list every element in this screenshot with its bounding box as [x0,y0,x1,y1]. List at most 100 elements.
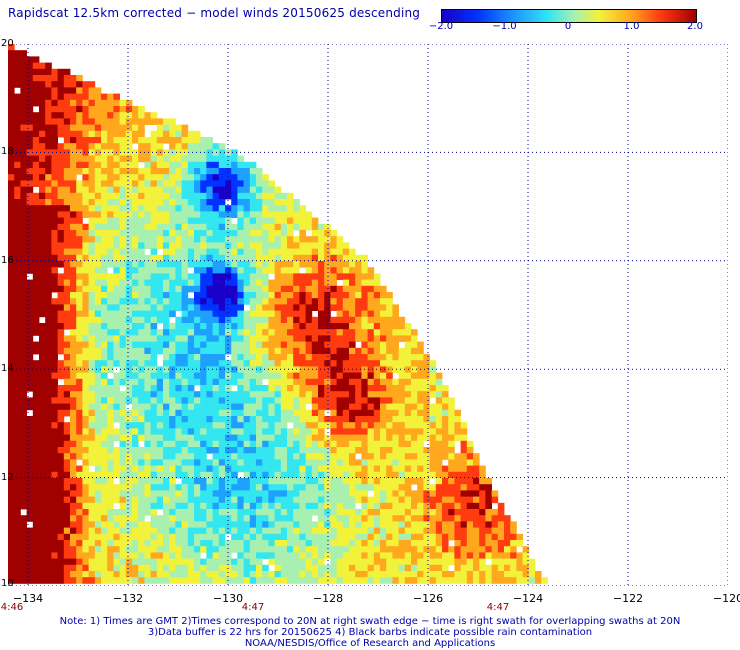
wind-cell [206,397,213,404]
wind-cell [237,174,244,181]
wind-cell [26,378,34,386]
wind-cell [107,161,114,169]
wind-cell [132,192,139,200]
wind-cell [132,354,139,361]
wind-cell [187,298,195,305]
wind-cell [39,217,46,225]
wind-cell [32,527,40,535]
wind-cell [355,323,362,330]
wind-cell [70,403,77,411]
wind-cell [125,242,133,249]
wind-cell [150,558,158,566]
wind-cell [361,521,368,528]
wind-cell [404,546,412,553]
wind-cell [280,459,288,466]
wind-cell [169,335,176,342]
wind-cell [32,75,40,82]
wind-cell [330,478,337,485]
wind-cell [256,236,263,243]
wind-cell [194,459,201,466]
wind-cell [212,143,220,150]
wind-cell [380,416,387,423]
wind-cell [349,533,356,541]
wind-cell [88,87,96,94]
wind-cell [423,378,430,386]
wind-cell [39,552,46,559]
wind-cell [163,465,170,473]
wind-cell [293,484,300,491]
wind-cell [237,478,244,485]
wind-cell [299,211,306,218]
wind-cell [256,223,263,231]
wind-cell [113,99,120,107]
wind-cell [206,540,213,547]
wind-cell [367,310,375,318]
wind-cell [70,75,77,82]
wind-cell [200,310,207,318]
wind-cell [287,447,294,454]
wind-cell [355,552,362,559]
wind-cell [361,310,368,318]
wind-cell [70,422,77,429]
wind-cell [181,298,189,305]
wind-cell [20,267,27,274]
wind-cell [311,223,319,231]
wind-cell [175,161,182,169]
wind-cell [26,546,34,553]
wind-cell [274,323,282,330]
wind-cell [237,230,244,237]
wind-cell [187,459,195,466]
wind-cell [150,478,158,485]
wind-cell [181,143,189,150]
wind-cell [26,564,34,572]
wind-cell [169,236,176,243]
wind-cell [293,211,300,218]
wind-cell [262,329,269,336]
wind-cell [442,416,449,423]
wind-cell [249,564,257,572]
wind-cell [274,217,282,225]
wind-cell [125,397,133,404]
wind-cell [274,453,282,460]
wind-cell [342,571,350,578]
wind-cell [318,273,325,280]
wind-cell [88,496,96,504]
wind-cell [262,496,269,504]
wind-cell [355,478,362,485]
wind-cell [404,552,412,559]
wind-cell [274,292,282,299]
wind-cell [367,453,375,460]
wind-cell [113,360,120,367]
wind-cell [212,397,220,404]
wind-cell [268,360,275,367]
wind-cell [274,515,282,522]
wind-cell [218,564,226,572]
wind-cell [144,391,151,398]
wind-cell [299,577,306,584]
wind-cell [330,422,337,429]
wind-cell [293,292,300,299]
wind-cell [119,540,127,547]
wind-cell [82,329,89,336]
wind-cell [144,217,151,225]
wind-cell [454,546,461,553]
wind-cell [138,409,145,417]
wind-cell [181,527,189,535]
wind-cell [380,478,387,485]
wind-cell [256,211,263,218]
wind-cell [392,304,399,311]
wind-cell [26,558,34,566]
wind-cell [156,447,164,454]
wind-cell [14,143,21,150]
wind-cell [138,261,145,268]
wind-cell [361,292,368,299]
wind-cell [113,161,120,169]
wind-cell [175,366,182,373]
wind-cell [125,378,133,386]
wind-cell [8,490,15,497]
wind-cell [212,323,220,330]
wind-cell [287,242,294,249]
wind-cell [218,502,226,510]
wind-cell [138,471,145,479]
wind-cell [268,230,275,237]
